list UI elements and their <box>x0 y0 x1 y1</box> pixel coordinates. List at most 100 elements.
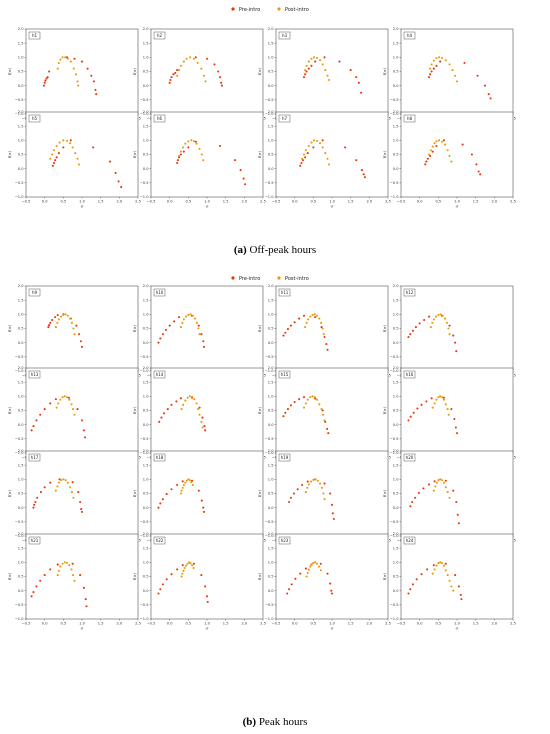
data-point <box>326 157 329 160</box>
data-point <box>168 324 171 327</box>
data-point <box>190 139 193 142</box>
data-point <box>432 59 435 62</box>
data-point <box>202 74 206 77</box>
x-tick-label: 1.5 <box>98 200 104 204</box>
data-point <box>59 565 62 568</box>
data-point <box>290 583 293 586</box>
data-point <box>200 333 203 336</box>
panel-title: h21 <box>31 538 39 543</box>
panel-title: h4 <box>407 33 413 38</box>
data-point <box>160 416 163 419</box>
data-point <box>435 398 438 401</box>
data-point <box>431 150 434 153</box>
data-point <box>74 73 78 76</box>
legend-post-label: Post-intro <box>285 7 309 13</box>
panel-h23: −0.5 0.0 0.5 1.0 1.5 2.0 2.5−1.0−0.50.00.51.01… <box>257 532 391 630</box>
data-point <box>414 326 417 329</box>
data-point <box>301 157 304 160</box>
panel-title: h11 <box>281 290 289 295</box>
data-point <box>326 427 329 430</box>
data-point <box>304 491 307 494</box>
data-point <box>447 327 450 330</box>
data-point <box>60 479 63 482</box>
x-tick-label: 2.5 <box>135 622 141 626</box>
data-point <box>450 408 453 411</box>
data-point <box>200 420 203 423</box>
data-point <box>176 161 179 165</box>
y-tick-label: 0.5 <box>18 409 24 413</box>
data-point <box>475 163 478 166</box>
x-tick-label: 0.5 <box>310 200 316 204</box>
y-tick-label: 1.0 <box>268 478 274 482</box>
data-point <box>192 140 195 143</box>
y-tick-label: −1.0 <box>15 195 24 199</box>
data-point <box>441 479 444 482</box>
data-point <box>457 585 460 588</box>
y-tick-label: 0.5 <box>268 327 274 331</box>
y-axis-label: f(σ) <box>7 150 12 158</box>
data-point <box>309 565 312 568</box>
y-tick-label: 0.5 <box>268 492 274 496</box>
x-tick-label: 2.0 <box>241 622 247 626</box>
data-point <box>307 483 310 486</box>
data-point <box>201 416 204 419</box>
data-point <box>409 588 412 591</box>
y-tick-label: 1.0 <box>268 313 274 317</box>
y-tick-label: −1.0 <box>265 112 274 116</box>
data-point <box>187 146 190 149</box>
y-tick-label: 1.5 <box>268 380 274 384</box>
data-point <box>326 572 329 575</box>
y-tick-label: 0.5 <box>393 70 399 74</box>
data-point <box>306 398 309 401</box>
data-point <box>182 569 185 572</box>
panel-title-box <box>278 31 291 40</box>
panel-title-box <box>28 536 41 545</box>
panel-frame <box>275 450 389 537</box>
data-point <box>36 496 39 499</box>
data-point <box>169 78 172 82</box>
data-point <box>411 329 414 332</box>
y-tick-label: 0.5 <box>393 327 399 331</box>
y-tick-label: 2.0 <box>393 449 399 453</box>
y-tick-label: 1.0 <box>18 478 24 482</box>
data-point <box>55 156 58 159</box>
data-point <box>483 84 487 87</box>
panel-frame <box>25 450 139 537</box>
panel-title: h19 <box>281 455 289 460</box>
data-point <box>330 592 334 595</box>
y-tick-label: −1.0 <box>140 534 149 538</box>
y-tick-label: 2.0 <box>143 532 149 536</box>
data-point <box>68 564 71 567</box>
panel-h13: −0.50.00.51.01.52.02.5−1.0−0.50.00.51.01… <box>7 366 141 464</box>
data-point <box>196 61 199 65</box>
y-tick-label: 1.5 <box>143 124 149 128</box>
data-point <box>176 74 179 77</box>
data-point <box>298 398 301 401</box>
data-point <box>429 154 432 157</box>
x-tick-label: 2.0 <box>366 622 372 626</box>
panel-title: h6 <box>157 116 163 121</box>
y-tick-label: 1.0 <box>143 478 149 482</box>
y-tick-label: −1.0 <box>15 369 24 373</box>
data-point <box>200 499 203 502</box>
data-point <box>432 318 435 321</box>
data-point <box>166 408 169 411</box>
panel-title-box <box>153 370 166 379</box>
panel-title-box <box>153 114 166 123</box>
x-tick-label: 2.0 <box>241 200 247 204</box>
data-point <box>446 491 449 494</box>
data-point <box>431 406 434 409</box>
panel-frame <box>275 533 389 620</box>
data-point <box>32 591 35 594</box>
data-point <box>427 315 431 318</box>
y-tick-label: 2.0 <box>18 532 24 536</box>
data-point <box>319 562 322 565</box>
data-point <box>80 510 84 513</box>
data-point <box>39 579 42 582</box>
y-tick-label: −0.5 <box>390 520 399 524</box>
data-point <box>288 500 291 504</box>
data-point <box>357 81 360 84</box>
y-tick-label: 1.5 <box>143 463 149 467</box>
data-point <box>284 411 287 414</box>
data-point <box>56 485 59 488</box>
